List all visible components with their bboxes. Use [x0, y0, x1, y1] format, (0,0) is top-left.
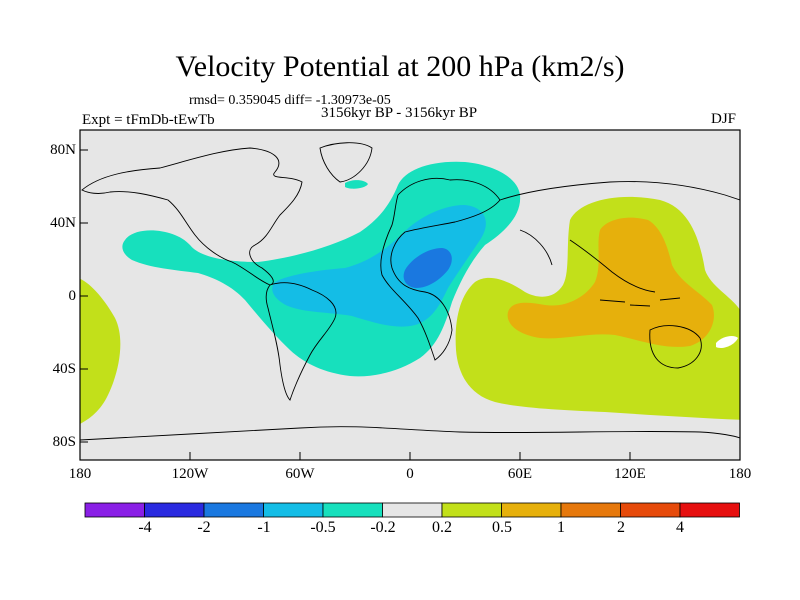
colorbar-swatch-7 [501, 502, 562, 518]
lon-label-180w: 180 [68, 466, 92, 482]
lat-label-0: 0 [68, 288, 77, 304]
blue-core-region [403, 248, 452, 288]
experiment-label: Expt = tFmDb-tEwTb [82, 112, 215, 128]
cyan-patch-small [345, 180, 368, 189]
lightblue-region [272, 205, 486, 327]
colorbar-label-2: -1 [257, 519, 271, 536]
coastlines [80, 142, 740, 441]
rmsd-diff-stats: rmsd= 0.359045 diff= -1.30973e-05 [189, 93, 391, 108]
lime-region-east-pacific [80, 278, 121, 424]
lat-label-80s: 80S [52, 434, 76, 450]
lon-label-120e: 120E [614, 466, 646, 482]
tick-marks [80, 149, 631, 460]
colorbar-swatch-2 [203, 502, 264, 518]
orange-region [507, 217, 714, 347]
period-label: 3156kyr BP - 3156kyr BP [321, 105, 478, 121]
colorbar-label-7: 1 [557, 519, 565, 536]
colorbar-label-1: -2 [197, 519, 211, 536]
lat-label-80n: 80N [50, 142, 76, 158]
colorbar-label-5: 0.2 [432, 519, 452, 536]
colorbar-swatch-10 [679, 502, 740, 518]
colorbar-label-8: 2 [617, 519, 625, 536]
colorbar-swatch-8 [560, 502, 621, 518]
colorbar-swatch-6 [441, 502, 502, 518]
colorbar-swatch-5 [382, 502, 443, 518]
lon-label-120w: 120W [171, 466, 209, 482]
colorbar-label-9: 4 [676, 519, 684, 536]
lon-label-60w: 60W [285, 466, 315, 482]
colorbar-label-0: -4 [138, 519, 152, 536]
lat-label-40s: 40S [52, 361, 76, 377]
lon-label-0: 0 [406, 466, 414, 482]
colorbar [84, 502, 740, 518]
colorbar-label-6: 0.5 [492, 519, 512, 536]
white-patch [716, 335, 738, 348]
lat-label-40n: 40N [50, 215, 76, 231]
lon-label-180e: 180 [728, 466, 752, 482]
colorbar-swatch-0 [84, 502, 145, 518]
lon-label-60e: 60E [507, 466, 533, 482]
colorbar-swatch-4 [322, 502, 383, 518]
colorbar-label-3: -0.5 [310, 519, 336, 536]
map-title: Velocity Potential at 200 hPa (km2/s) [175, 50, 625, 83]
colorbar-swatch-1 [144, 502, 205, 518]
colorbar-swatch-9 [620, 502, 681, 518]
season-label: DJF [711, 111, 737, 127]
colorbar-swatch-3 [263, 502, 324, 518]
colorbar-label-4: -0.2 [370, 519, 396, 536]
